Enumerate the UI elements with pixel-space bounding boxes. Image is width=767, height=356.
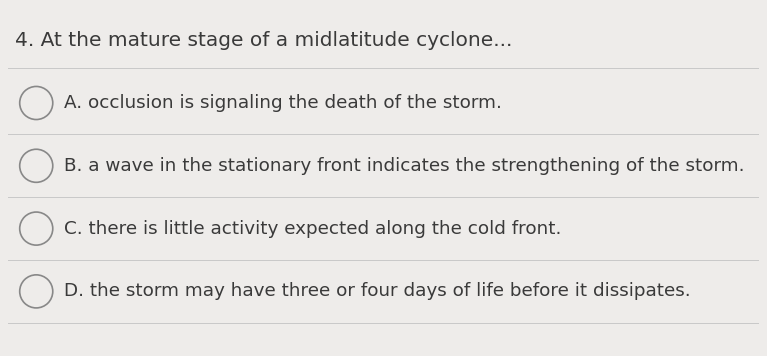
Text: B. a wave in the stationary front indicates the strengthening of the storm.: B. a wave in the stationary front indica… — [64, 157, 745, 175]
Text: 4. At the mature stage of a midlatitude cyclone...: 4. At the mature stage of a midlatitude … — [15, 31, 512, 50]
Text: D. the storm may have three or four days of life before it dissipates.: D. the storm may have three or four days… — [64, 282, 690, 300]
Text: C. there is little activity expected along the cold front.: C. there is little activity expected alo… — [64, 220, 561, 237]
Text: A. occlusion is signaling the death of the storm.: A. occlusion is signaling the death of t… — [64, 94, 502, 112]
